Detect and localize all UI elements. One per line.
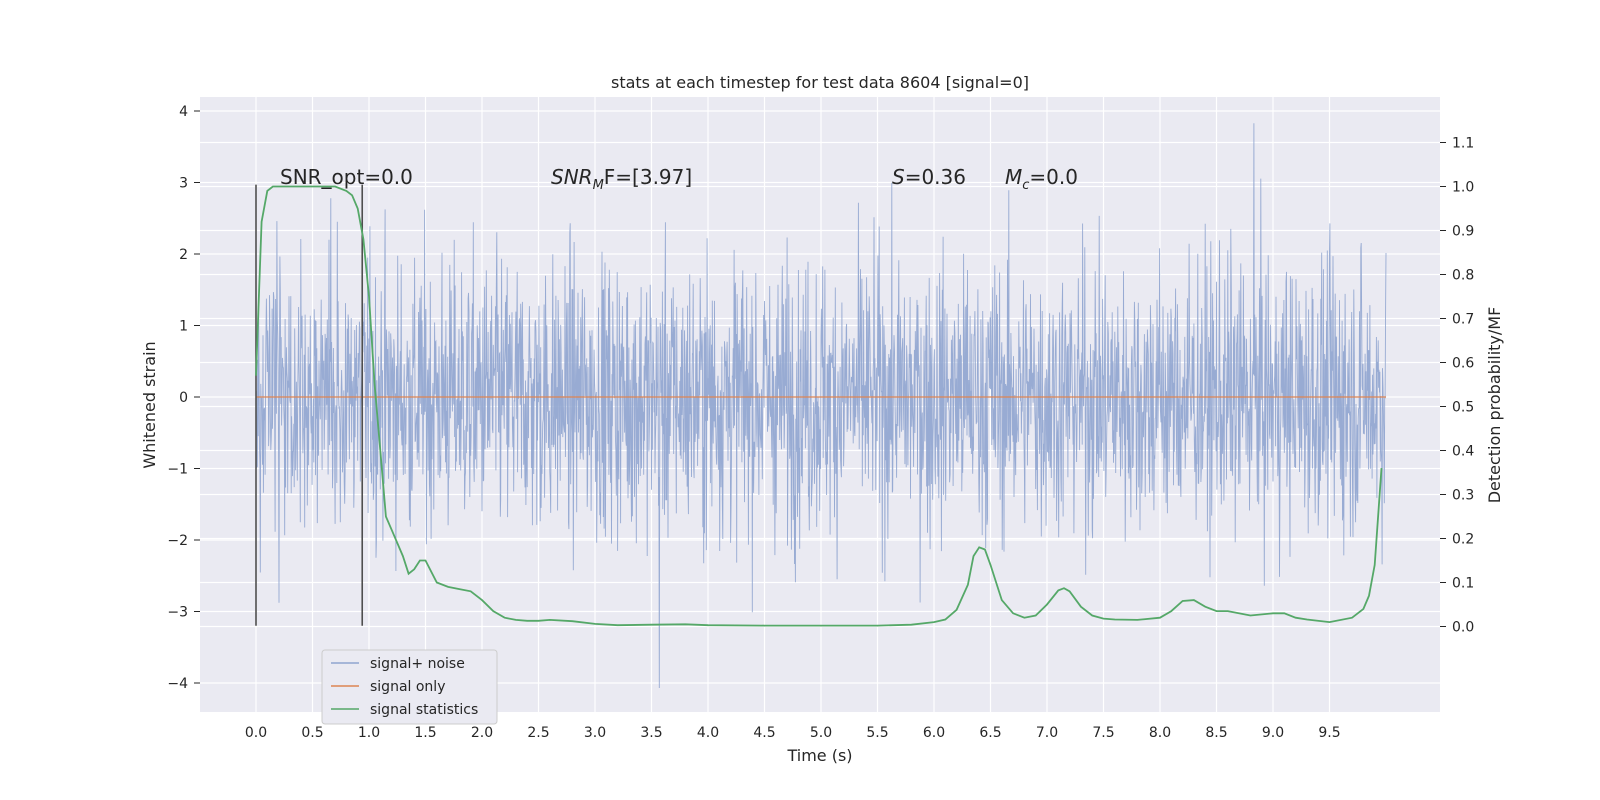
series-line-signal-statistics (255, 185, 1383, 627)
x-tick-label: 5.5 (866, 725, 888, 741)
y-tick-label: 0 (179, 390, 188, 406)
y-tick-label: 3 (179, 176, 188, 192)
y2-tick-label: 0.8 (1452, 268, 1474, 284)
y-tick-label: 4 (179, 104, 188, 120)
x-tick-label: 3.5 (640, 725, 662, 741)
x-tick-label: 5.0 (810, 725, 832, 741)
series-signal-noise (255, 123, 1387, 689)
x-tick-label: 3.0 (584, 725, 606, 741)
x-tick-label: 0.0 (245, 725, 267, 741)
series-line-signal-noise (255, 123, 1387, 689)
x-tick-label: 6.5 (979, 725, 1001, 741)
y-tick-label: 1 (179, 319, 188, 335)
vertical-markers (255, 184, 364, 626)
annotation-s-main: S (892, 165, 905, 189)
x-tick-label: 4.0 (697, 725, 719, 741)
legend-label-signal-only: signal only (370, 679, 445, 695)
x-tick-label: 4.5 (753, 725, 775, 741)
legend-box (321, 649, 498, 725)
y-tick-label: −4 (167, 676, 188, 692)
x-tick-label: 2.0 (471, 725, 493, 741)
y2-tick-label: 1.1 (1452, 136, 1474, 152)
y2-tick-label: 0.7 (1452, 312, 1474, 328)
annotation-snr-opt: SNR_opt=0.0 (280, 165, 413, 189)
annotation-mc-rest: =0.0 (1029, 165, 1078, 189)
y2-tick-label: 0.5 (1452, 400, 1474, 416)
x-tick-label: 8.0 (1149, 725, 1171, 741)
annotation-mc-main: M (1005, 165, 1022, 189)
x-tick-label: 9.5 (1318, 725, 1340, 741)
x-tick-label: 9.0 (1262, 725, 1284, 741)
annotation-s: S=0.36 (892, 165, 966, 189)
y2-tick-label: 0.6 (1452, 356, 1474, 372)
x-tick-label: 8.5 (1205, 725, 1227, 741)
y2-tick-label: 0.3 (1452, 488, 1474, 504)
x-tick-label: 7.5 (1092, 725, 1114, 741)
y-tick-label: −2 (167, 533, 188, 549)
y-axis-label: Whitened strain (140, 341, 159, 468)
x-tick-label: 1.0 (358, 725, 380, 741)
annotation-snr-mf-main: SNR (551, 165, 593, 189)
annotation-snr-mf-rest: F=[3.97] (604, 165, 692, 189)
annotation-mc: Mc=0.0 (1005, 165, 1078, 193)
x-axis-label: Time (s) (786, 746, 852, 765)
legend: signal+ noise signal only signal statist… (321, 649, 498, 725)
x-tick-label: 7.0 (1036, 725, 1058, 741)
annotation-snr-mf-sub: M (593, 178, 604, 193)
legend-label-signal-noise: signal+ noise (370, 656, 465, 672)
y2-tick-label: 1.0 (1452, 180, 1474, 196)
x-tick-label: 6.0 (923, 725, 945, 741)
y2-tick-label: 0.4 (1452, 444, 1474, 460)
x-tick-label: 1.5 (414, 725, 436, 741)
y2-tick-label: 0.9 (1452, 224, 1474, 240)
x-tick-label: 2.5 (527, 725, 549, 741)
series-signal-statistics (255, 185, 1383, 627)
y2-tick-label: 0.0 (1452, 620, 1474, 636)
y2-axis-label: Detection probability/MF (1485, 307, 1504, 504)
annotation-s-rest: =0.36 (905, 165, 966, 189)
annotation-snr-mf: SNRMF=[3.97] (551, 165, 692, 193)
y-tick-label: −3 (167, 605, 188, 621)
ticks: 0.0 0.5 1.0 1.5 2.0 2.5 3.0 3.5 4.0 4.5 5.0 5.5 6.0 6… (167, 104, 1474, 741)
annotation-mc-sub: c (1022, 178, 1029, 193)
legend-label-signal-statistics: signal statistics (370, 702, 478, 718)
y2-tick-label: 0.1 (1452, 576, 1474, 592)
y-tick-label: 2 (179, 247, 188, 263)
chart-title: stats at each timestep for test data 860… (611, 73, 1029, 92)
y2-tick-label: 0.2 (1452, 532, 1474, 548)
y-tick-label: −1 (167, 462, 188, 478)
x-tick-label: 0.5 (301, 725, 323, 741)
